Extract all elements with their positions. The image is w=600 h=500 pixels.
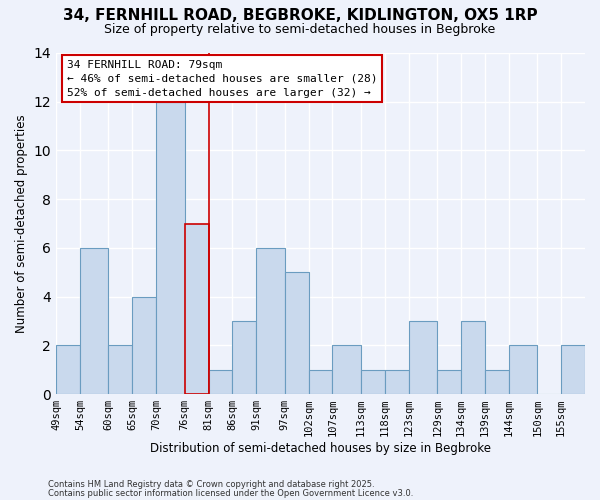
Bar — [409, 321, 437, 394]
Y-axis label: Number of semi-detached properties: Number of semi-detached properties — [15, 114, 28, 333]
Bar — [361, 370, 385, 394]
Text: Size of property relative to semi-detached houses in Begbroke: Size of property relative to semi-detach… — [104, 22, 496, 36]
Text: Contains HM Land Registry data © Crown copyright and database right 2025.: Contains HM Land Registry data © Crown c… — [48, 480, 374, 489]
Bar — [461, 321, 485, 394]
Bar — [332, 346, 361, 394]
Bar — [385, 370, 409, 394]
Bar — [256, 248, 285, 394]
Bar — [485, 370, 509, 394]
Bar — [156, 102, 185, 394]
Bar — [209, 370, 232, 394]
Bar — [80, 248, 109, 394]
Text: 34 FERNHILL ROAD: 79sqm
← 46% of semi-detached houses are smaller (28)
52% of se: 34 FERNHILL ROAD: 79sqm ← 46% of semi-de… — [67, 60, 377, 98]
Text: Contains public sector information licensed under the Open Government Licence v3: Contains public sector information licen… — [48, 488, 413, 498]
Bar — [285, 272, 308, 394]
Bar — [308, 370, 332, 394]
Bar — [561, 346, 585, 394]
Bar — [509, 346, 538, 394]
Bar — [232, 321, 256, 394]
Bar — [437, 370, 461, 394]
Bar — [56, 346, 80, 394]
Bar — [132, 296, 156, 394]
Text: 34, FERNHILL ROAD, BEGBROKE, KIDLINGTON, OX5 1RP: 34, FERNHILL ROAD, BEGBROKE, KIDLINGTON,… — [62, 8, 538, 22]
X-axis label: Distribution of semi-detached houses by size in Begbroke: Distribution of semi-detached houses by … — [150, 442, 491, 455]
Bar — [185, 224, 209, 394]
Bar — [109, 346, 132, 394]
